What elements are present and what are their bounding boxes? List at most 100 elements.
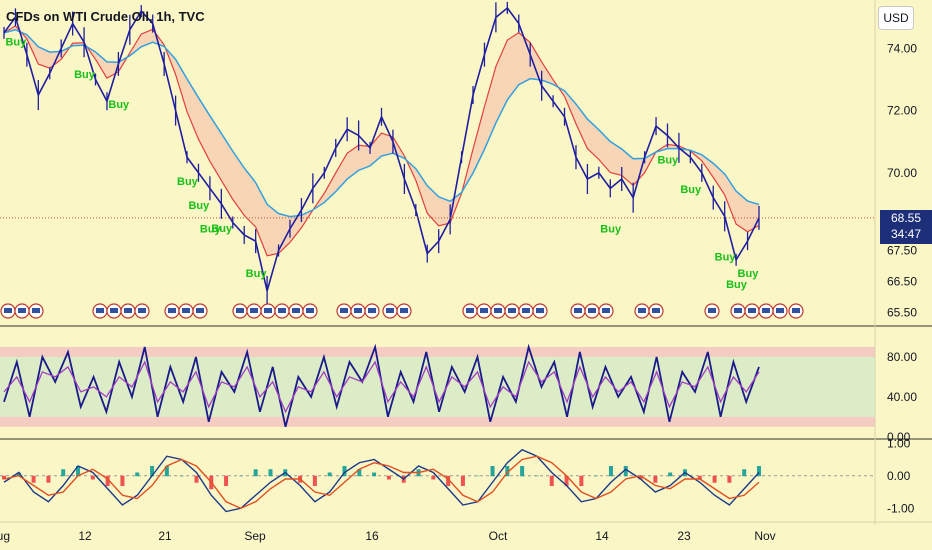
flag-stripe: [776, 308, 784, 313]
flag-stripe: [762, 308, 770, 313]
macd-histogram-bar: [76, 466, 81, 477]
flag-stripe: [196, 308, 204, 313]
macd-histogram-bar: [312, 475, 317, 486]
time-tick-label: 12: [78, 529, 92, 543]
last-price-badge: 68.55 34:47: [880, 209, 932, 244]
macd-histogram-bar: [238, 475, 243, 477]
macd-histogram-bar: [653, 475, 658, 483]
buy-signal-label: Buy: [200, 223, 222, 235]
stoch-d-line: [3, 360, 760, 414]
flag-stripe: [18, 308, 26, 313]
macd-histogram-bar: [534, 475, 539, 477]
flag-stripe: [588, 308, 596, 313]
macd-histogram-bar: [697, 475, 702, 480]
stoch-tick-label: 80.00: [887, 350, 917, 364]
macd-histogram-bar: [90, 475, 95, 480]
stoch-overbought-zone: [0, 346, 875, 357]
price-tick-label: 66.50: [887, 275, 917, 289]
macd-histogram-bar: [253, 469, 258, 477]
macd-tick-label: -1.00: [887, 501, 915, 515]
macd-histogram-bar: [179, 475, 184, 477]
macd-histogram-bar: [357, 469, 362, 477]
macd-histogram-bar: [564, 475, 569, 486]
price-series-line: [3, 6, 760, 292]
macd-histogram-bar: [727, 475, 732, 483]
flag-stripe: [4, 308, 12, 313]
macd-signal-line: [3, 455, 760, 510]
time-tick-label: 16: [365, 529, 379, 543]
buy-signal-label: Buy: [211, 223, 233, 235]
chart-title: CFDs on WTI Crude Oil, 1h, TVC: [6, 9, 205, 24]
time-tick-label: Oct: [489, 529, 508, 543]
bar-countdown: 34:47: [890, 226, 922, 241]
flag-stripe: [278, 308, 286, 313]
flag-stripe: [368, 308, 376, 313]
flag-stripe: [508, 308, 516, 313]
price-tick-label: 65.50: [887, 306, 917, 320]
buy-signal-label: Buy: [108, 99, 130, 111]
flag-stripe: [32, 308, 40, 313]
macd-histogram-bar: [742, 469, 747, 477]
last-price: 68.55: [890, 210, 922, 225]
macd-histogram-bar: [61, 469, 66, 477]
stoch-tick-label: 40.00: [887, 390, 917, 404]
macd-histogram-bar: [594, 475, 599, 477]
macd-histogram-bar: [46, 475, 51, 483]
flag-stripe: [602, 308, 610, 313]
price-tick-label: 67.50: [887, 243, 917, 257]
flag-stripe: [536, 308, 544, 313]
flag-stripe: [734, 308, 742, 313]
ema-slow-line: [3, 28, 760, 218]
macd-histogram-bar: [608, 466, 613, 477]
flag-stripe: [386, 308, 394, 313]
flag-stripe: [292, 308, 300, 313]
time-tick-label: 23: [677, 529, 691, 543]
macd-histogram-bar: [268, 469, 273, 477]
macd-histogram-bar: [386, 475, 391, 480]
macd-histogram-bar: [549, 475, 554, 486]
macd-histogram-bar: [135, 472, 140, 477]
flag-stripe: [652, 308, 660, 313]
macd-histogram-bar: [164, 466, 169, 477]
buy-signal-label: Buy: [680, 184, 702, 196]
ema-ribbon: [4, 25, 759, 256]
flag-stripe: [494, 308, 502, 313]
macd-histogram-bar: [327, 472, 332, 477]
flag-stripe: [264, 308, 272, 313]
buy-signal-label: Buy: [726, 279, 748, 291]
flag-stripe: [708, 308, 716, 313]
currency-button[interactable]: USD: [878, 6, 914, 30]
flag-stripe: [250, 308, 258, 313]
flag-stripe: [354, 308, 362, 313]
time-tick-label: Aug: [0, 529, 10, 543]
flag-stripe: [138, 308, 146, 313]
flag-stripe: [466, 308, 474, 313]
macd-histogram-bar: [490, 466, 495, 477]
time-tick-label: Nov: [754, 529, 775, 543]
buy-signal-label: Buy: [177, 176, 199, 188]
stoch-tick-label: 0.00: [887, 430, 911, 444]
flag-stripe: [306, 308, 314, 313]
macd-histogram-bar: [579, 475, 584, 486]
macd-histogram-bar: [105, 475, 110, 486]
flag-stripe: [124, 308, 132, 313]
flag-stripe: [168, 308, 176, 313]
macd-histogram-bar: [638, 475, 643, 480]
time-tick-label: 21: [158, 529, 172, 543]
buy-signal-label: Buy: [715, 251, 737, 263]
macd-histogram-bar: [757, 466, 761, 477]
macd-tick-label: 0.00: [887, 469, 911, 483]
flag-stripe: [574, 308, 582, 313]
macd-histogram-bar: [475, 475, 480, 477]
buy-signal-label: Buy: [657, 154, 679, 166]
macd-histogram-bar: [520, 466, 525, 477]
macd-histogram-bar: [342, 466, 347, 477]
flag-stripe: [522, 308, 530, 313]
macd-histogram-bar: [31, 475, 36, 483]
macd-histogram-bar: [712, 475, 717, 483]
flag-stripe: [792, 308, 800, 313]
macd-histogram-bar: [194, 475, 199, 483]
macd-histogram-bar: [224, 475, 229, 486]
macd-histogram-bar: [372, 472, 377, 477]
